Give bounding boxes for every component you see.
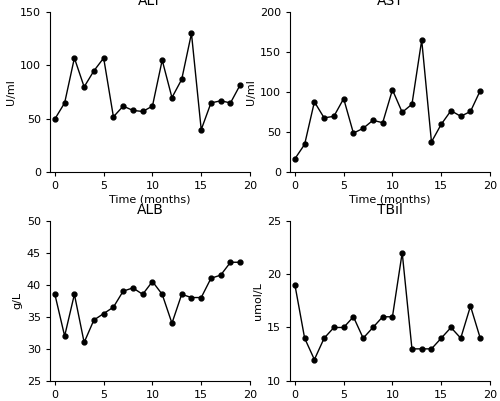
X-axis label: Time (months): Time (months) — [349, 194, 431, 204]
Title: TBil: TBil — [377, 203, 403, 217]
Y-axis label: U/ml: U/ml — [246, 79, 256, 105]
Title: ALT: ALT — [138, 0, 162, 8]
Y-axis label: umol/L: umol/L — [252, 282, 262, 320]
Y-axis label: g/L: g/L — [12, 292, 22, 309]
X-axis label: Time (months): Time (months) — [109, 194, 191, 204]
Title: AST: AST — [376, 0, 404, 8]
Y-axis label: U/ml: U/ml — [6, 79, 16, 105]
Title: ALB: ALB — [136, 203, 164, 217]
